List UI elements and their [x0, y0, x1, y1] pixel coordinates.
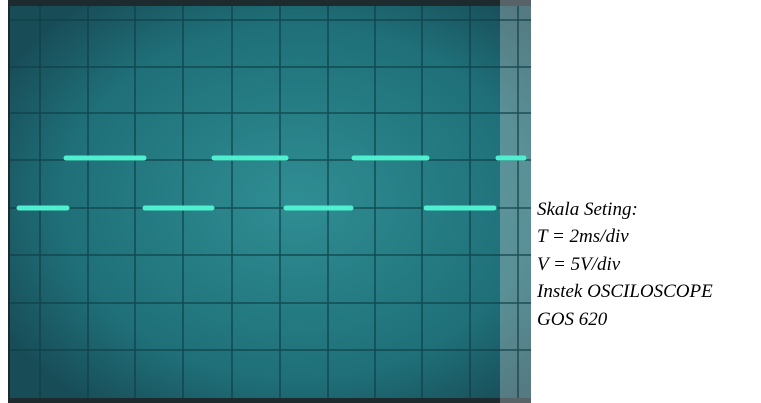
caption-line: T = 2ms/div [537, 223, 629, 250]
caption-line: GOS 620 [537, 306, 607, 333]
caption-line: Instek OSCILOSCOPE [537, 278, 713, 305]
caption-line: Skala Seting: [537, 196, 638, 223]
glare [500, 0, 531, 403]
page: Skala Seting: T = 2ms/div V = 5V/div Ins… [0, 0, 761, 403]
scope-photo [0, 0, 531, 403]
caption-line: V = 5V/div [537, 251, 620, 278]
